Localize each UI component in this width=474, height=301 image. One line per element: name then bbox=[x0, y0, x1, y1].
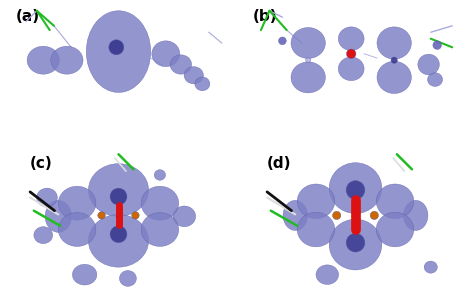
Text: (a): (a) bbox=[15, 9, 39, 23]
Ellipse shape bbox=[195, 77, 210, 91]
Circle shape bbox=[370, 211, 378, 219]
Ellipse shape bbox=[329, 219, 382, 270]
Circle shape bbox=[98, 212, 105, 219]
Ellipse shape bbox=[27, 46, 59, 74]
Circle shape bbox=[132, 212, 139, 219]
Circle shape bbox=[306, 57, 311, 63]
Ellipse shape bbox=[424, 261, 438, 273]
Ellipse shape bbox=[316, 265, 338, 284]
Circle shape bbox=[279, 37, 286, 45]
Ellipse shape bbox=[34, 227, 53, 244]
Ellipse shape bbox=[88, 164, 149, 216]
Ellipse shape bbox=[428, 73, 443, 86]
Ellipse shape bbox=[418, 54, 439, 75]
Ellipse shape bbox=[109, 40, 124, 55]
Ellipse shape bbox=[377, 27, 411, 59]
Ellipse shape bbox=[45, 200, 72, 232]
Ellipse shape bbox=[377, 61, 411, 94]
Ellipse shape bbox=[170, 55, 191, 74]
Circle shape bbox=[346, 49, 356, 58]
Ellipse shape bbox=[297, 184, 335, 219]
Ellipse shape bbox=[110, 226, 127, 243]
Circle shape bbox=[433, 41, 441, 49]
Ellipse shape bbox=[58, 213, 96, 247]
Ellipse shape bbox=[36, 188, 57, 207]
Ellipse shape bbox=[119, 271, 137, 286]
Ellipse shape bbox=[338, 57, 364, 81]
Ellipse shape bbox=[329, 163, 382, 213]
Ellipse shape bbox=[376, 212, 414, 247]
Ellipse shape bbox=[51, 46, 83, 74]
Ellipse shape bbox=[376, 184, 414, 219]
Ellipse shape bbox=[141, 186, 179, 220]
Ellipse shape bbox=[391, 57, 397, 64]
Text: (d): (d) bbox=[267, 156, 292, 171]
Ellipse shape bbox=[346, 181, 365, 199]
Ellipse shape bbox=[86, 11, 151, 92]
Ellipse shape bbox=[346, 233, 365, 252]
Ellipse shape bbox=[73, 264, 97, 285]
Ellipse shape bbox=[58, 186, 96, 220]
Text: (b): (b) bbox=[252, 9, 277, 23]
Ellipse shape bbox=[283, 200, 308, 231]
Ellipse shape bbox=[173, 206, 196, 227]
Ellipse shape bbox=[154, 170, 165, 180]
Ellipse shape bbox=[291, 62, 325, 93]
Ellipse shape bbox=[110, 188, 127, 205]
Ellipse shape bbox=[141, 213, 179, 247]
Ellipse shape bbox=[403, 200, 428, 231]
Ellipse shape bbox=[338, 27, 364, 51]
Ellipse shape bbox=[88, 214, 149, 267]
Ellipse shape bbox=[297, 212, 335, 247]
Ellipse shape bbox=[291, 27, 325, 58]
Ellipse shape bbox=[152, 41, 180, 67]
Text: (c): (c) bbox=[30, 156, 53, 171]
Ellipse shape bbox=[184, 67, 203, 84]
Circle shape bbox=[333, 211, 341, 219]
